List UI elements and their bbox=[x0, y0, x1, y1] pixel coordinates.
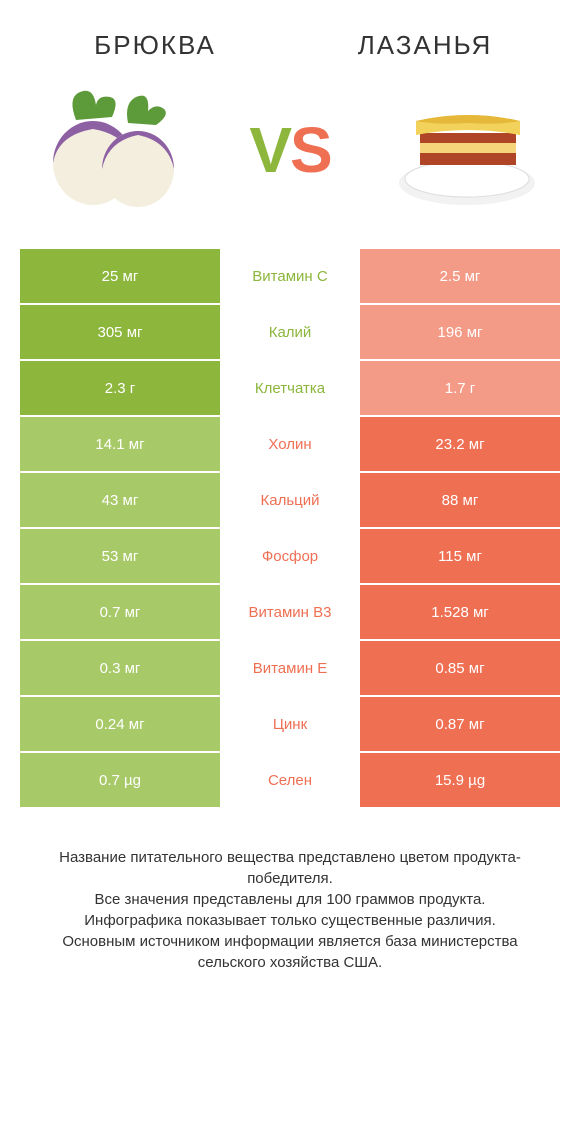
nutrient-label: Фосфор bbox=[220, 529, 360, 583]
nutrient-label: Витамин B3 bbox=[220, 585, 360, 639]
nutrient-label: Витамин C bbox=[220, 249, 360, 303]
right-value-cell: 1.528 мг bbox=[360, 585, 560, 639]
right-value-cell: 196 мг bbox=[360, 305, 560, 359]
nutrient-label: Селен bbox=[220, 753, 360, 807]
vs-s: S bbox=[290, 114, 331, 186]
left-value-cell: 14.1 мг bbox=[20, 417, 220, 471]
left-value-cell: 0.24 мг bbox=[20, 697, 220, 751]
left-value-cell: 0.7 мг bbox=[20, 585, 220, 639]
right-value-cell: 0.87 мг bbox=[360, 697, 560, 751]
right-value-cell: 2.5 мг bbox=[360, 249, 560, 303]
left-value-cell: 53 мг bbox=[20, 529, 220, 583]
nutrient-label: Витамин E bbox=[220, 641, 360, 695]
right-value-cell: 23.2 мг bbox=[360, 417, 560, 471]
left-value-cell: 0.7 µg bbox=[20, 753, 220, 807]
table-row: 14.1 мгХолин23.2 мг bbox=[20, 417, 560, 471]
right-value-cell: 115 мг bbox=[360, 529, 560, 583]
right-value-cell: 1.7 г bbox=[360, 361, 560, 415]
left-value-cell: 43 мг bbox=[20, 473, 220, 527]
table-row: 25 мгВитамин C2.5 мг bbox=[20, 249, 560, 303]
left-food-image bbox=[38, 85, 188, 215]
nutrient-label: Калий bbox=[220, 305, 360, 359]
footer-line: Все значения представлены для 100 граммо… bbox=[30, 889, 550, 910]
nutrient-label: Цинк bbox=[220, 697, 360, 751]
table-row: 43 мгКальций88 мг bbox=[20, 473, 560, 527]
vs-v: V bbox=[249, 114, 290, 186]
footer-line: Инфографика показывает только существенн… bbox=[30, 910, 550, 931]
footer-line: Основным источником информации является … bbox=[30, 931, 550, 973]
table-row: 0.7 µgСелен15.9 µg bbox=[20, 753, 560, 807]
vs-label: VS bbox=[188, 113, 392, 187]
footer-notes: Название питательного вещества представл… bbox=[20, 847, 560, 973]
right-value-cell: 15.9 µg bbox=[360, 753, 560, 807]
hero-row: VS bbox=[20, 85, 560, 215]
table-row: 53 мгФосфор115 мг bbox=[20, 529, 560, 583]
right-value-cell: 88 мг bbox=[360, 473, 560, 527]
left-value-cell: 2.3 г bbox=[20, 361, 220, 415]
nutrient-label: Холин bbox=[220, 417, 360, 471]
right-food-image bbox=[392, 85, 542, 215]
table-row: 305 мгКалий196 мг bbox=[20, 305, 560, 359]
table-row: 0.24 мгЦинк0.87 мг bbox=[20, 697, 560, 751]
table-row: 0.3 мгВитамин E0.85 мг bbox=[20, 641, 560, 695]
right-value-cell: 0.85 мг bbox=[360, 641, 560, 695]
table-row: 2.3 гКлетчатка1.7 г bbox=[20, 361, 560, 415]
right-title: ЛАЗАНЬЯ bbox=[290, 30, 560, 61]
titles-row: БРЮКВА ЛАЗАНЬЯ bbox=[20, 30, 560, 61]
left-value-cell: 25 мг bbox=[20, 249, 220, 303]
comparison-table: 25 мгВитамин C2.5 мг305 мгКалий196 мг2.3… bbox=[20, 249, 560, 807]
left-title: БРЮКВА bbox=[20, 30, 290, 61]
footer-line: Название питательного вещества представл… bbox=[30, 847, 550, 889]
table-row: 0.7 мгВитамин B31.528 мг bbox=[20, 585, 560, 639]
left-value-cell: 0.3 мг bbox=[20, 641, 220, 695]
nutrient-label: Клетчатка bbox=[220, 361, 360, 415]
nutrient-label: Кальций bbox=[220, 473, 360, 527]
left-value-cell: 305 мг bbox=[20, 305, 220, 359]
